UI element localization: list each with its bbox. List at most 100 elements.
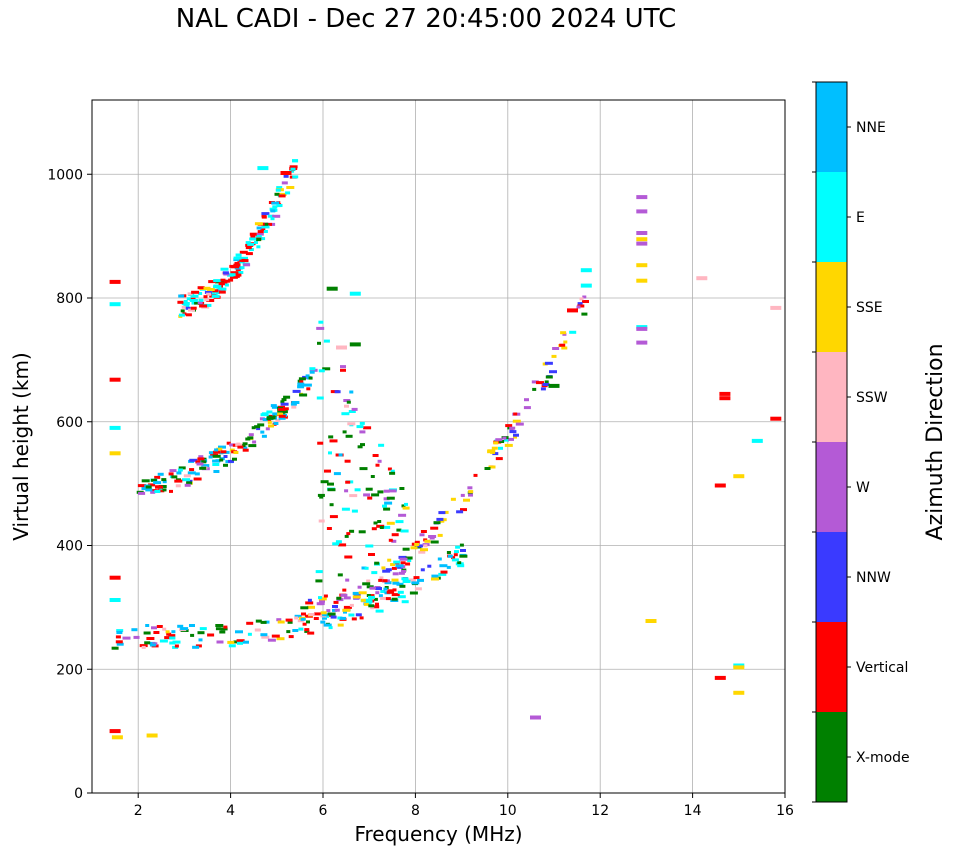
echo-mark [220,267,229,271]
echo-mark [433,521,441,525]
echo-mark [263,222,269,226]
echo-mark [162,627,167,631]
echo-mark [263,230,268,233]
echo-mark [392,581,400,585]
echo-mark [277,620,285,624]
echo-mark [368,604,375,608]
echo-mark [582,295,587,299]
echo-mark [230,271,239,275]
chart-title: NAL CADI - Dec 27 20:45:00 2024 UTC [175,4,677,34]
echo-mark [299,393,308,397]
echo-mark [171,630,176,634]
echo-mark [316,396,324,400]
echo-mark [714,675,726,680]
echo-mark [335,540,342,544]
echo-mark [154,475,161,479]
echo-mark [245,246,252,250]
echo-mark [260,413,269,417]
colorbar-segment [816,622,847,712]
echo-mark [233,451,239,454]
echo-mark [386,496,395,500]
echo-mark [109,425,121,430]
echo-mark [328,435,334,439]
echo-mark [420,548,428,552]
echo-mark [487,450,493,454]
echo-mark [322,613,329,617]
echo-mark [544,361,553,365]
echo-mark [300,606,309,610]
echo-mark [446,551,451,554]
echo-mark [569,330,577,334]
echo-mark [197,301,203,305]
echo-mark [460,508,467,512]
echo-mark [351,617,357,621]
echo-mark [384,581,392,585]
x-tick-label: 10 [499,803,517,819]
echo-mark [206,292,212,296]
echo-mark [366,594,371,597]
echo-mark [404,502,408,506]
echo-mark [317,341,321,345]
echo-mark [436,517,444,521]
echo-mark [337,616,343,620]
echo-mark [186,481,193,485]
echo-mark [151,489,157,493]
echo-mark [636,241,648,246]
echo-mark [187,292,193,296]
echo-mark [343,610,347,614]
echo-mark [116,629,124,633]
echo-mark [241,444,246,447]
echo-mark [109,598,121,602]
colorbar-segment [816,82,847,172]
echo-mark [161,478,167,482]
echo-mark [372,454,379,457]
echo-mark [370,606,375,610]
echo-mark [531,380,539,384]
echo-mark [250,235,256,239]
echo-mark [414,543,420,546]
echo-mark [347,422,356,426]
x-tick-label: 4 [226,803,235,819]
echo-mark [459,554,468,558]
echo-mark [320,480,329,484]
echo-mark [259,417,265,421]
echo-mark [141,645,146,649]
echo-mark [195,460,201,464]
echo-mark [229,443,237,447]
echo-mark [175,484,181,488]
echo-mark [384,501,393,505]
echo-mark [285,618,293,622]
echo-mark [174,644,179,648]
echo-mark [468,490,474,494]
echo-mark [562,332,567,336]
echo-mark [168,636,176,640]
echo-mark [165,630,170,634]
echo-mark [488,465,496,469]
echo-mark [294,614,302,618]
echo-mark [368,553,375,556]
echo-mark [271,201,280,205]
echo-mark [197,631,205,635]
echo-mark [319,495,324,499]
echo-mark [358,530,366,534]
echo-mark [270,404,277,408]
echo-mark [392,588,397,592]
echo-mark [208,280,217,284]
echo-mark [401,569,406,573]
echo-mark [375,602,379,606]
echo-mark [308,376,313,380]
echo-mark [560,331,567,335]
echo-mark [344,404,349,408]
echo-mark [385,568,392,572]
echo-mark [322,367,331,371]
echo-mark [216,447,223,451]
echo-mark [146,733,158,738]
echo-mark [336,345,347,350]
echo-mark [324,469,331,473]
echo-mark [307,631,315,635]
echo-mark [216,640,224,644]
echo-mark [283,174,289,178]
echo-mark [349,529,355,533]
echo-mark [375,609,384,613]
echo-mark [151,626,157,630]
